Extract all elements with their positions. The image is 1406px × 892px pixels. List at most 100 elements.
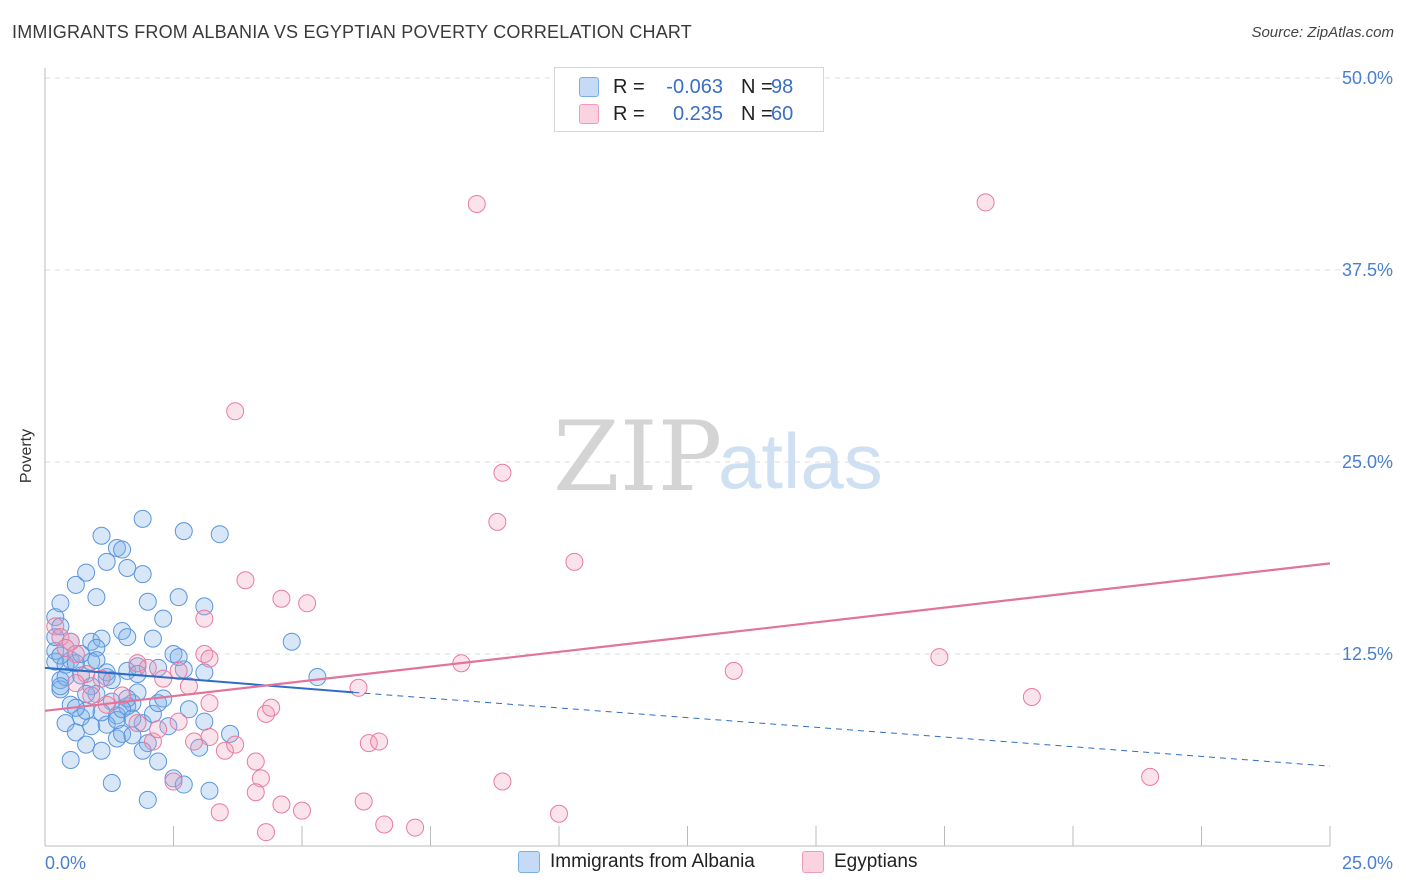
trend-line-albania <box>44 666 354 694</box>
point-egyptians <box>488 512 507 531</box>
correlation-legend: R = -0.063 N = 98 R = 0.235 N = 60 <box>554 67 824 132</box>
watermark-atlas: atlas <box>718 417 883 505</box>
point-egyptians <box>467 194 486 213</box>
axes <box>44 68 1331 847</box>
point-albania <box>221 724 240 743</box>
point-albania <box>107 711 126 730</box>
point-egyptians <box>375 815 394 834</box>
point-albania <box>164 645 183 663</box>
point-albania <box>133 509 152 528</box>
point-egyptians <box>149 720 168 739</box>
y-tick-labels: 12.5% 25.0% 37.5% 50.0% <box>1342 68 1393 664</box>
legend-row-egyptians: R = 0.235 N = 60 <box>579 102 793 126</box>
point-albania <box>87 588 106 607</box>
point-egyptians <box>493 772 512 791</box>
point-albania <box>61 750 80 769</box>
point-albania <box>118 628 137 647</box>
point-egyptians <box>1141 767 1160 786</box>
point-albania <box>51 594 70 613</box>
point-albania <box>159 717 178 736</box>
point-albania <box>71 645 90 663</box>
gridlines <box>45 77 1392 655</box>
point-egyptians <box>200 649 219 668</box>
point-albania <box>138 790 157 809</box>
point-egyptians <box>46 617 65 636</box>
y-tick-label: 37.5% <box>1342 260 1393 280</box>
point-albania <box>195 597 214 616</box>
point-egyptians <box>298 594 317 613</box>
point-albania <box>92 741 111 760</box>
point-albania <box>138 592 157 611</box>
point-egyptians <box>66 674 85 693</box>
series-egyptians-points <box>46 193 1160 842</box>
trend-line-egyptians <box>44 562 1331 712</box>
point-egyptians <box>169 712 188 731</box>
point-egyptians <box>493 463 512 482</box>
legend-n-value: 98 <box>771 75 794 98</box>
point-egyptians <box>185 732 204 751</box>
watermark: ZIP atlas <box>553 401 883 513</box>
point-albania <box>97 552 116 571</box>
point-egyptians <box>354 792 373 811</box>
point-albania <box>179 700 198 719</box>
chart-title: IMMIGRANTS FROM ALBANIA VS EGYPTIAN POVE… <box>12 22 692 42</box>
point-albania <box>113 540 132 559</box>
x-tick-label: 25.0% <box>1342 853 1393 873</box>
point-albania <box>46 608 65 627</box>
point-albania <box>200 781 219 800</box>
point-albania <box>195 712 214 731</box>
point-egyptians <box>82 686 101 705</box>
point-egyptians <box>272 795 291 814</box>
point-albania <box>92 629 111 648</box>
point-egyptians <box>246 783 265 802</box>
point-albania <box>308 668 327 687</box>
point-albania <box>102 774 121 793</box>
point-albania <box>56 714 75 733</box>
legend-item-albania[interactable]: Immigrants from Albania <box>518 851 755 873</box>
point-egyptians <box>226 735 245 754</box>
source-label: Source: ZipAtlas.com <box>1251 24 1394 41</box>
x-tick-labels: 0.0% 25.0% <box>45 853 1393 873</box>
point-egyptians <box>169 661 188 680</box>
point-egyptians <box>976 193 995 212</box>
point-egyptians <box>257 823 276 842</box>
legend-item-egyptians[interactable]: Egyptians <box>802 851 917 873</box>
point-egyptians <box>349 678 368 697</box>
y-tick-label: 12.5% <box>1342 644 1393 664</box>
point-egyptians <box>550 804 568 823</box>
point-egyptians <box>251 769 270 788</box>
point-egyptians <box>128 654 147 673</box>
legend-r-label: R = <box>613 102 645 125</box>
legend-label-egyptians: Egyptians <box>834 851 918 872</box>
point-egyptians <box>113 686 132 705</box>
legend-row-albania: R = -0.063 N = 98 <box>579 75 793 99</box>
legend-n-label: N = <box>741 102 773 125</box>
point-albania <box>77 735 96 754</box>
point-albania <box>154 609 173 628</box>
point-albania <box>51 617 70 636</box>
point-egyptians <box>370 732 389 751</box>
legend-label-albania: Immigrants from Albania <box>550 851 755 872</box>
point-egyptians <box>272 589 291 608</box>
legend-r-value: 0.235 <box>672 102 723 125</box>
point-egyptians <box>215 741 234 760</box>
point-egyptians <box>210 803 229 822</box>
point-egyptians <box>262 698 281 717</box>
point-albania <box>87 651 106 670</box>
point-egyptians <box>128 714 147 733</box>
legend-n-label: N = <box>741 75 773 98</box>
legend-swatch-egyptians <box>802 851 824 873</box>
trend-lines <box>44 562 1331 767</box>
point-albania <box>282 632 301 651</box>
point-egyptians <box>195 609 214 628</box>
point-albania <box>92 526 111 545</box>
point-egyptians <box>66 645 85 663</box>
legend-swatch-albania <box>518 851 540 873</box>
point-albania <box>133 741 152 760</box>
trend-line-albania-projection <box>353 691 1331 767</box>
point-egyptians <box>930 648 949 667</box>
y-tick-label: 50.0% <box>1342 68 1393 88</box>
y-tick-label: 25.0% <box>1342 452 1393 472</box>
point-egyptians <box>51 628 70 647</box>
